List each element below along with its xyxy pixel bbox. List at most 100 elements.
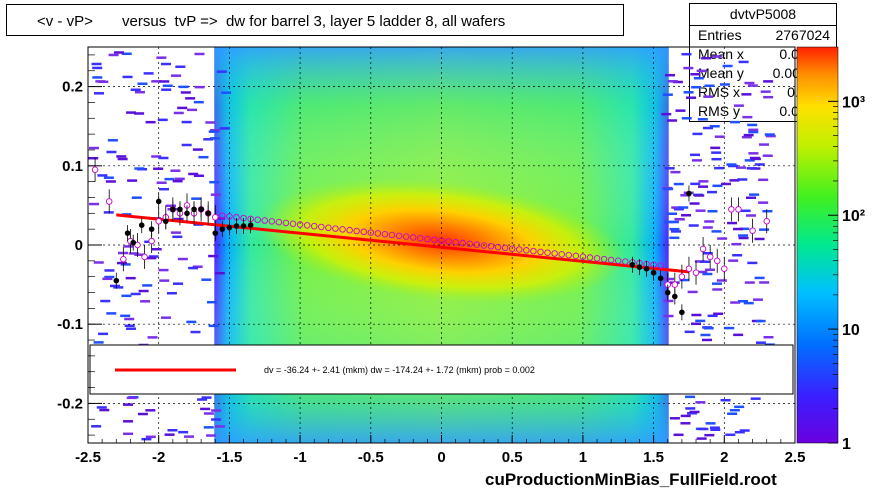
outlier-bin	[151, 248, 162, 251]
outlier-bin	[190, 357, 201, 361]
outlier-bin	[134, 253, 145, 256]
outlier-bin	[164, 177, 175, 181]
outlier-bin	[194, 85, 205, 89]
outlier-bin	[711, 151, 722, 154]
outlier-bin	[177, 257, 188, 261]
profile-marker-trend	[657, 262, 664, 269]
outlier-bin	[183, 435, 194, 438]
outlier-bin	[738, 299, 749, 303]
profile-marker-trend	[360, 228, 367, 236]
legend-box	[89, 344, 794, 395]
profile-point	[138, 222, 145, 228]
outlier-bin	[162, 84, 173, 88]
y-tick-label: 0.1	[62, 158, 83, 175]
density-band	[214, 47, 669, 443]
outlier-bin	[134, 167, 145, 170]
outlier-bin	[732, 372, 743, 375]
outlier-bin	[170, 169, 181, 172]
outlier-bin	[96, 406, 107, 409]
outlier-bin	[200, 407, 211, 411]
heatmap-density	[214, 47, 669, 443]
outlier-bin	[759, 228, 770, 231]
profile-marker-trend	[530, 247, 537, 255]
colorbar-tick-label: 10	[842, 322, 860, 339]
profile-marker	[148, 237, 155, 245]
outlier-bin	[710, 428, 721, 432]
outlier-bin	[221, 91, 232, 94]
x-tick-label: 2.5	[785, 449, 806, 466]
outlier-bin	[755, 341, 766, 344]
outlier-bin	[99, 408, 110, 412]
outlier-bins	[88, 51, 776, 441]
profile-marker-trend	[374, 230, 382, 237]
density-band-vertical	[214, 47, 669, 443]
outlier-bin	[700, 260, 711, 263]
outlier-bin	[738, 236, 749, 240]
x-tick-label: -1.5	[216, 449, 242, 466]
profile-point	[679, 309, 685, 316]
outlier-bin	[704, 220, 715, 223]
profile-point	[672, 293, 678, 300]
outlier-bin	[671, 230, 682, 233]
stats-label: RMS x	[698, 84, 740, 100]
outlier-bin	[138, 343, 149, 347]
outlier-bin	[191, 197, 202, 200]
outlier-bin	[737, 234, 748, 237]
outlier-bin	[725, 433, 736, 437]
outlier-bin	[681, 214, 692, 217]
outlier-bin	[89, 202, 100, 206]
outlier-bin	[216, 70, 227, 73]
outlier-bin	[107, 139, 118, 142]
outlier-bin	[134, 90, 145, 94]
outlier-bin	[763, 335, 774, 339]
outlier-bin	[702, 272, 713, 276]
y-tick-label: -0.1	[57, 316, 83, 333]
outlier-bin	[173, 111, 184, 115]
outlier-bin	[747, 261, 758, 265]
outlier-bin	[716, 279, 727, 282]
profile-marker-trend	[289, 220, 297, 227]
outlier-bin	[662, 93, 673, 96]
profile-marker-trend	[508, 245, 516, 252]
outlier-bin	[695, 209, 706, 212]
outlier-bin	[672, 80, 683, 84]
outlier-bin	[173, 217, 184, 221]
outlier-bin	[187, 108, 198, 112]
profile-marker-trend	[417, 234, 424, 242]
profile-marker-trend	[431, 236, 438, 244]
outlier-bin	[166, 292, 177, 295]
outlier-bin	[705, 422, 716, 425]
profile-marker	[692, 269, 700, 276]
profile-marker-trend	[516, 246, 523, 253]
outlier-bin	[706, 345, 717, 348]
outlier-bin	[741, 135, 752, 139]
outlier-bin	[105, 391, 116, 395]
outlier-bin	[690, 182, 701, 186]
outlier-bin	[762, 367, 773, 370]
outlier-bin	[667, 119, 678, 122]
outlier-bin	[751, 319, 762, 323]
outlier-bin	[95, 80, 106, 83]
outlier-bin	[678, 206, 689, 209]
profile-marker-trend	[650, 261, 657, 269]
x-tick-label: -0.5	[358, 449, 384, 466]
outlier-bin	[707, 209, 718, 213]
outlier-bin	[673, 182, 684, 186]
outlier-bin	[712, 184, 723, 188]
outlier-bin	[118, 348, 129, 351]
outlier-bin	[667, 80, 678, 83]
outlier-bin	[677, 366, 688, 369]
outlier-bin	[93, 341, 104, 344]
outlier-bin	[158, 156, 169, 160]
outlier-bin	[125, 276, 136, 280]
outlier-bin	[702, 126, 713, 130]
profile-point	[205, 210, 211, 217]
outlier-bin	[764, 343, 775, 346]
profile-marker-trend	[629, 259, 636, 266]
outlier-bin	[714, 166, 725, 170]
profile-marker	[141, 253, 148, 261]
profile-marker-trend	[537, 248, 544, 256]
outlier-bin	[173, 282, 184, 285]
outlier-bin	[88, 156, 99, 160]
outlier-bin	[153, 365, 164, 368]
